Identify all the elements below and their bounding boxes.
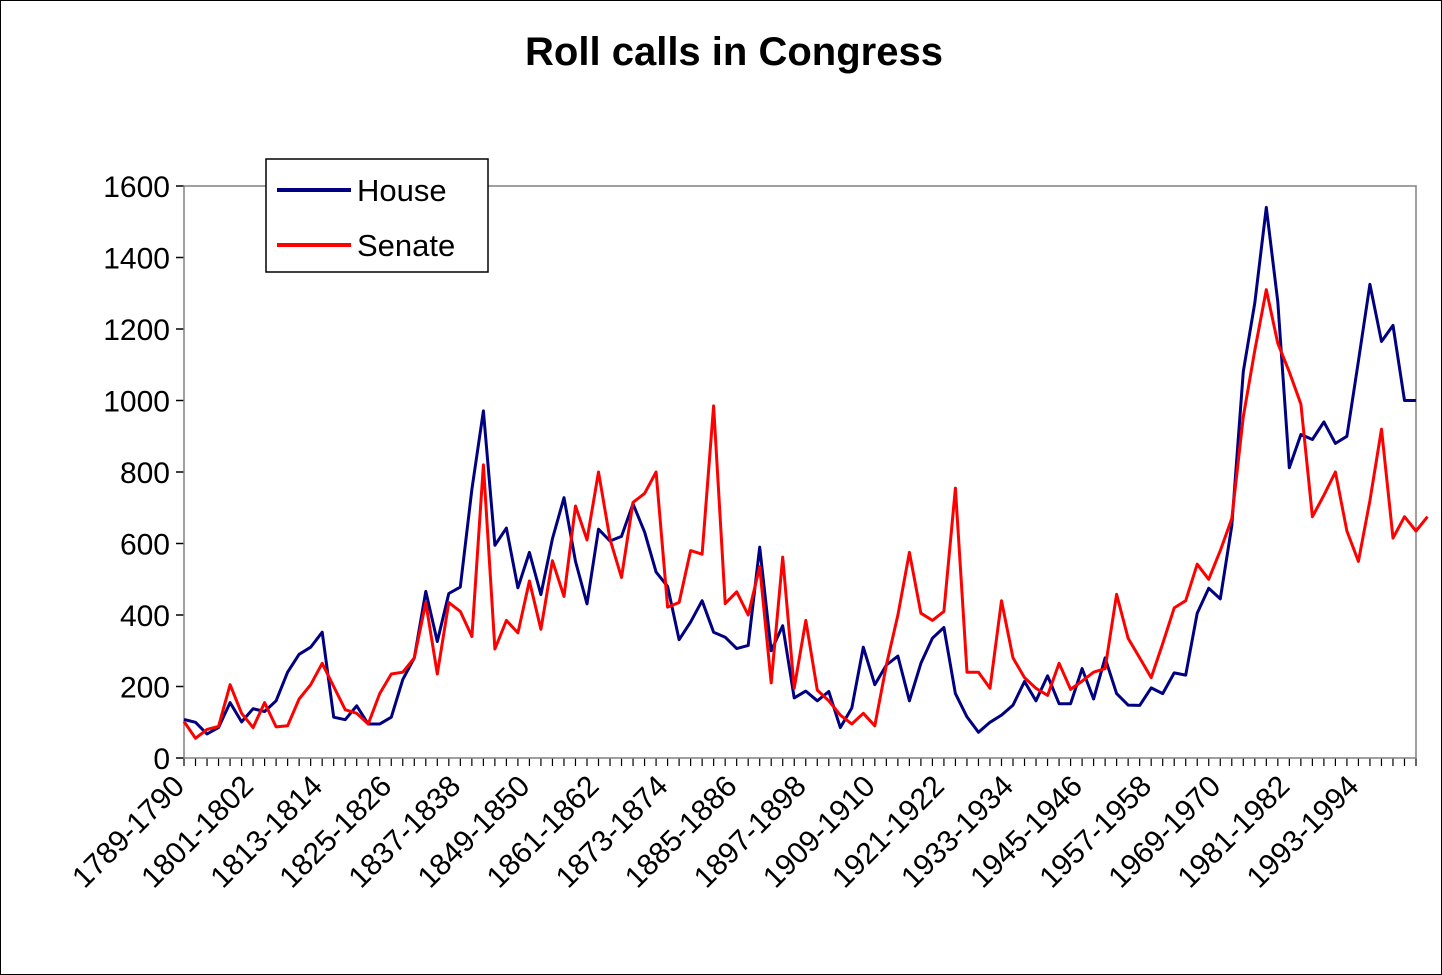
series-line-senate bbox=[182, 288, 1429, 740]
y-tick-label: 200 bbox=[120, 672, 170, 705]
y-tick-label: 1400 bbox=[103, 243, 170, 276]
y-tick-label: 0 bbox=[153, 743, 170, 776]
y-axis: 0 200 400 600 800 1000 1200 1400 1600 bbox=[103, 171, 184, 776]
plot-area bbox=[183, 185, 1417, 759]
chart-title: Roll calls in Congress bbox=[525, 30, 943, 74]
y-tick-label: 800 bbox=[120, 457, 170, 490]
series-layer bbox=[182, 205, 1429, 740]
y-tick-label: 1200 bbox=[103, 314, 170, 347]
y-tick-label: 1600 bbox=[103, 171, 170, 204]
x-axis: 1789-17901801-18021813-18141825-18261837… bbox=[66, 758, 1417, 894]
y-tick-label: 600 bbox=[120, 529, 170, 562]
y-tick-label: 1000 bbox=[103, 386, 170, 419]
legend: House Senate bbox=[265, 158, 489, 273]
legend-label-senate: Senate bbox=[357, 228, 455, 263]
legend-label-house: House bbox=[357, 173, 447, 208]
legend-box bbox=[265, 158, 489, 273]
y-tick-label: 400 bbox=[120, 600, 170, 633]
series-line-house bbox=[183, 205, 1416, 736]
